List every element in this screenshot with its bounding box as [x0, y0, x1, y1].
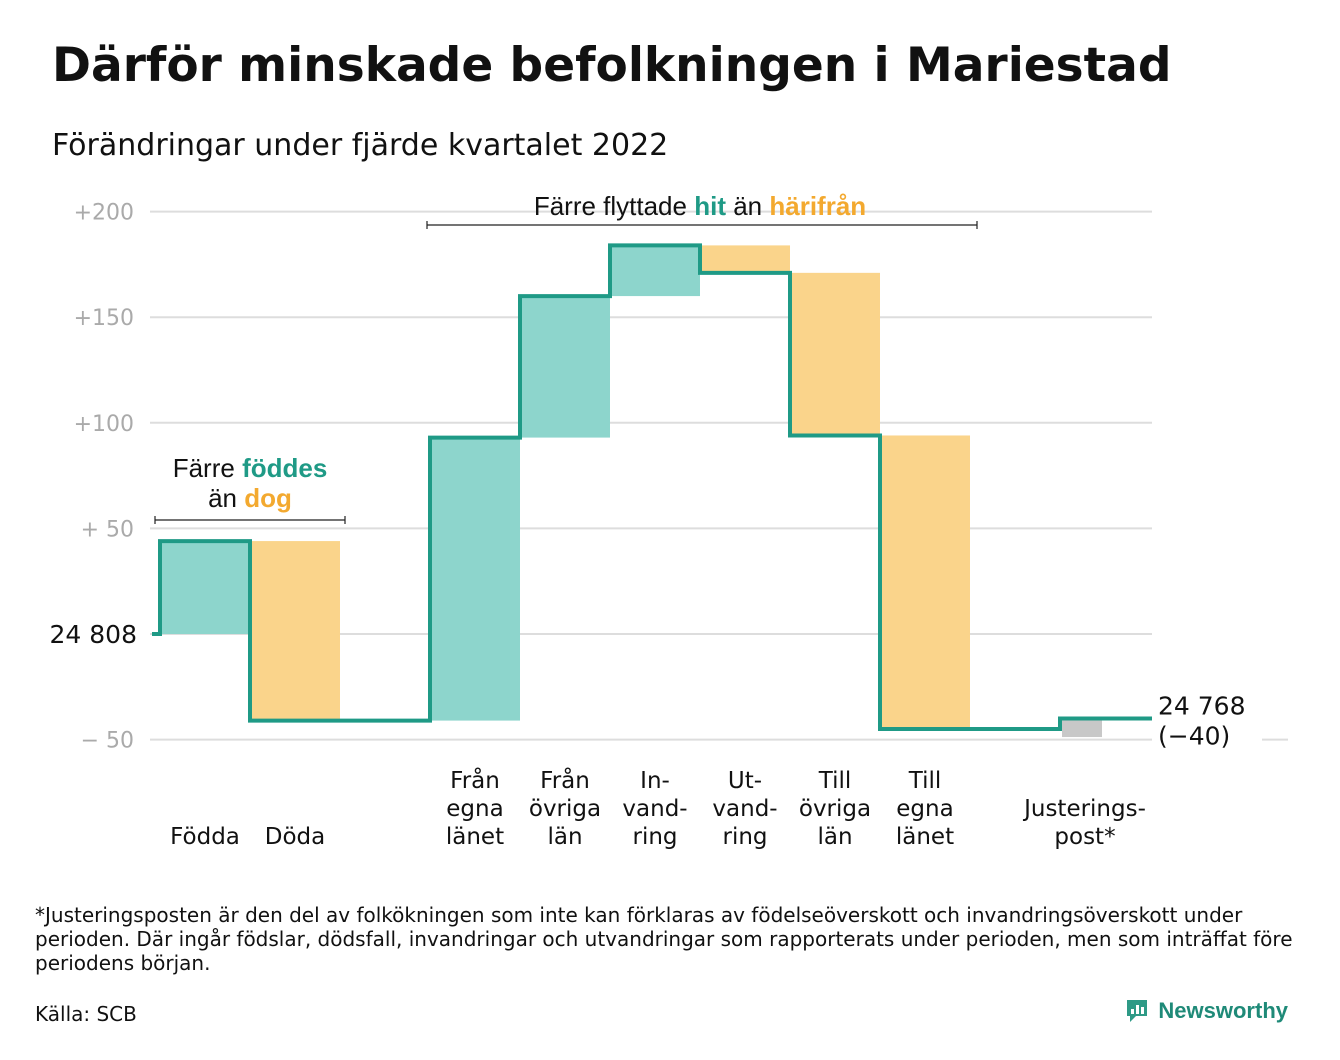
births-annotation-text2: än: [208, 483, 238, 513]
source-label: Källa: SCB: [35, 1002, 137, 1026]
bar-födda: [160, 541, 250, 634]
page-subtitle: Förändringar under fjärde kvartalet 2022: [52, 128, 669, 163]
bar-från-egna-länet: [430, 437, 520, 721]
category-label: Till egna länet: [895, 768, 955, 850]
births-annotation-highlight2: dog: [244, 483, 292, 513]
bar-till-övriga-län: [790, 272, 880, 436]
births-annotation-highlight1: föddes: [242, 453, 328, 483]
bar-från-övriga-län: [520, 296, 610, 438]
y-tick-label: +150: [74, 306, 134, 331]
moves-annotation-mid: än: [733, 191, 763, 221]
births-annotation: Färre föddes än dog: [150, 453, 350, 513]
bar-till-egna-länet: [880, 435, 970, 730]
end-value-label: 24 768: [1158, 691, 1245, 720]
births-annotation-text1: Färre: [172, 453, 235, 483]
waterfall-chart: +200 +150 +100 + 50 − 50 24 808 24 768(−40): [50, 201, 1288, 754]
footnote: *Justeringsposten är den del av folkökni…: [35, 903, 1293, 975]
moves-annotation: Färre flyttade hit än härifrån: [425, 191, 975, 221]
cumulative-step-line: [152, 243, 1152, 732]
y-tick-label: +200: [74, 201, 134, 226]
category-label: Döda: [264, 824, 326, 850]
moves-annotation-highlight2: härifrån: [769, 191, 867, 221]
moves-annotation-highlight1: hit: [694, 191, 726, 221]
category-label: Till övriga län: [798, 768, 872, 850]
y-tick-label: +100: [74, 412, 134, 437]
start-value-label: 24 808: [50, 620, 137, 649]
y-tick-label: − 50: [81, 729, 134, 754]
bar-döda: [250, 541, 340, 721]
brand[interactable]: Newsworthy: [1124, 998, 1288, 1024]
y-tick-label: + 50: [81, 517, 134, 542]
moves-annotation-prefix: Färre flyttade: [533, 191, 687, 221]
bar-in-vand-ring: [610, 245, 700, 297]
category-label: Ut-vand-ring: [712, 768, 778, 850]
category-label: Födda: [170, 824, 240, 850]
category-label: Justerings-post*: [1024, 796, 1146, 850]
category-label: Från övriga län: [528, 768, 602, 850]
brand-name: Newsworthy: [1158, 998, 1288, 1023]
bar-ut-vand-ring: [700, 245, 790, 273]
category-label: In-vand-ring: [622, 768, 688, 850]
category-label: Från egna länet: [445, 768, 505, 850]
bar-justerings-post-: [1062, 718, 1102, 738]
page-title: Därför minskade befolkningen i Mariestad: [52, 38, 1172, 93]
end-change-label: (−40): [1158, 721, 1230, 750]
newsworthy-logo-icon: [1127, 1000, 1148, 1022]
